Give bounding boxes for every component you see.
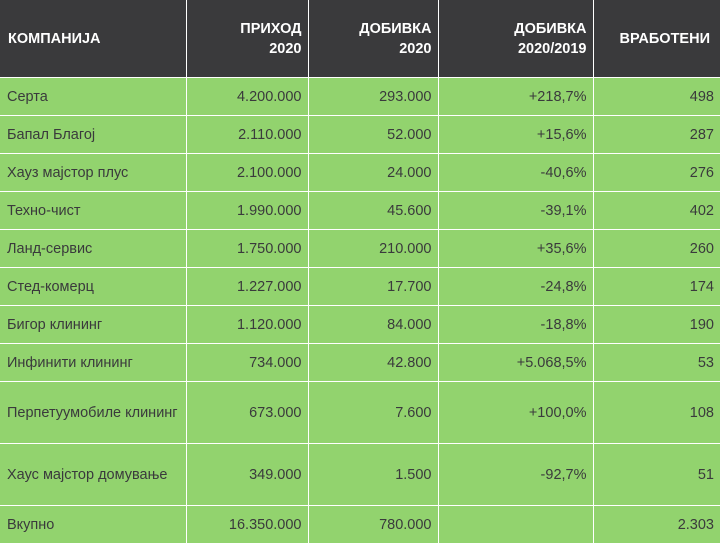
profit-cell: 7.600 [308,381,439,444]
employees-cell: 108 [593,381,720,444]
company-cell: Стед-комерц [0,267,187,306]
profit-change-cell: +218,7% [438,77,594,116]
profit-change-cell: +5.068,5% [438,343,594,382]
header-profit-change-line1: ДОБИВКА [514,20,587,37]
profit-change-cell: +15,6% [438,115,594,154]
revenue-cell: 349.000 [186,443,309,506]
employees-cell: 276 [593,153,720,192]
header-revenue: ПРИХОД 2020 [186,0,309,78]
employees-cell: 260 [593,229,720,268]
header-profit-change-line2: 2020/2019 [517,40,587,57]
table-row: Бигор клининг 1.120.000 84.000 -18,8% 190 [0,305,720,344]
profit-cell: 17.700 [308,267,439,306]
profit-change-cell: -18,8% [438,305,594,344]
header-row: КОМПАНИЈА ПРИХОД 2020 ДОБИВКА 2020 ДОБИВКА… [0,0,720,78]
company-cell: Бигор клининг [0,305,187,344]
table-row: Хауз мајстор плус 2.100.000 24.000 -40,6% 27… [0,153,720,192]
revenue-cell: 1.227.000 [186,267,309,306]
revenue-cell: 2.110.000 [186,115,309,154]
table-row: Инфинити клининг 734.000 42.800 +5.068,5% 53 [0,343,720,382]
profit-cell: 293.000 [308,77,439,116]
company-cell: Ланд-сервис [0,229,187,268]
table-row: Ланд-сервис 1.750.000 210.000 +35,6% 260 [0,229,720,268]
header-profit: ДОБИВКА 2020 [308,0,439,78]
profit-cell: 42.800 [308,343,439,382]
profit-change-cell: -92,7% [438,443,594,506]
company-cell: Хаус мајстор домување [0,443,187,506]
employees-cell: 498 [593,77,720,116]
table-row: Стед-комерц 1.227.000 17.700 -24,8% 174 [0,267,720,306]
company-cell: Перпетуумобиле клининг [0,381,187,444]
table-row: Техно-чист 1.990.000 45.600 -39,1% 402 [0,191,720,230]
table-row: Бапал Благој 2.110.000 52.000 +15,6% 287 [0,115,720,154]
profit-cell: 24.000 [308,153,439,192]
revenue-cell: 734.000 [186,343,309,382]
revenue-cell: 1.750.000 [186,229,309,268]
revenue-cell: 2.100.000 [186,153,309,192]
company-cell: Вкупно [0,505,187,544]
profit-cell: 52.000 [308,115,439,154]
company-cell: Техно-чист [0,191,187,230]
header-company: КОМПАНИЈА [0,0,187,78]
profit-cell: 780.000 [308,505,439,544]
table-row: Перпетуумобиле клининг 673.000 7.600 +100,0… [0,381,720,444]
employees-cell: 174 [593,267,720,306]
header-profit-line2: 2020 [399,40,432,57]
profit-change-cell: -24,8% [438,267,594,306]
header-employees: ВРАБОТЕНИ [593,0,720,78]
profit-change-cell: -40,6% [438,153,594,192]
revenue-cell: 1.990.000 [186,191,309,230]
profit-change-cell: +100,0% [438,381,594,444]
employees-cell: 287 [593,115,720,154]
company-cell: Бапал Благој [0,115,187,154]
revenue-cell: 16.350.000 [186,505,309,544]
table-row: Серта 4.200.000 293.000 +218,7% 498 [0,77,720,116]
company-cell: Инфинити клининг [0,343,187,382]
header-revenue-line2: 2020 [269,40,302,57]
header-revenue-line1: ПРИХОД [240,20,302,37]
revenue-cell: 673.000 [186,381,309,444]
company-cell: Хауз мајстор плус [0,153,187,192]
profit-cell: 84.000 [308,305,439,344]
revenue-cell: 1.120.000 [186,305,309,344]
revenue-cell: 4.200.000 [186,77,309,116]
table-row: Хаус мајстор домување 349.000 1.500 -92,7% 5… [0,443,720,506]
profit-cell: 210.000 [308,229,439,268]
employees-cell: 51 [593,443,720,506]
profit-change-cell [438,505,594,544]
table-body: Серта 4.200.000 293.000 +218,7% 498 Бапал Бла… [0,77,720,544]
profit-cell: 1.500 [308,443,439,506]
employees-cell: 53 [593,343,720,382]
company-cell: Серта [0,77,187,116]
profit-cell: 45.600 [308,191,439,230]
header-employees-label: ВРАБОТЕНИ [619,30,710,47]
total-row: Вкупно 16.350.000 780.000 2.303 [0,505,720,544]
employees-cell: 402 [593,191,720,230]
employees-cell: 2.303 [593,505,720,544]
header-profit-line1: ДОБИВКА [359,20,432,37]
profit-change-cell: +35,6% [438,229,594,268]
header-profit-change: ДОБИВКА 2020/2019 [438,0,594,78]
table-header: КОМПАНИЈА ПРИХОД 2020 ДОБИВКА 2020 ДОБИВКА… [0,0,720,78]
employees-cell: 190 [593,305,720,344]
header-company-label: КОМПАНИЈА [8,30,101,47]
profit-change-cell: -39,1% [438,191,594,230]
